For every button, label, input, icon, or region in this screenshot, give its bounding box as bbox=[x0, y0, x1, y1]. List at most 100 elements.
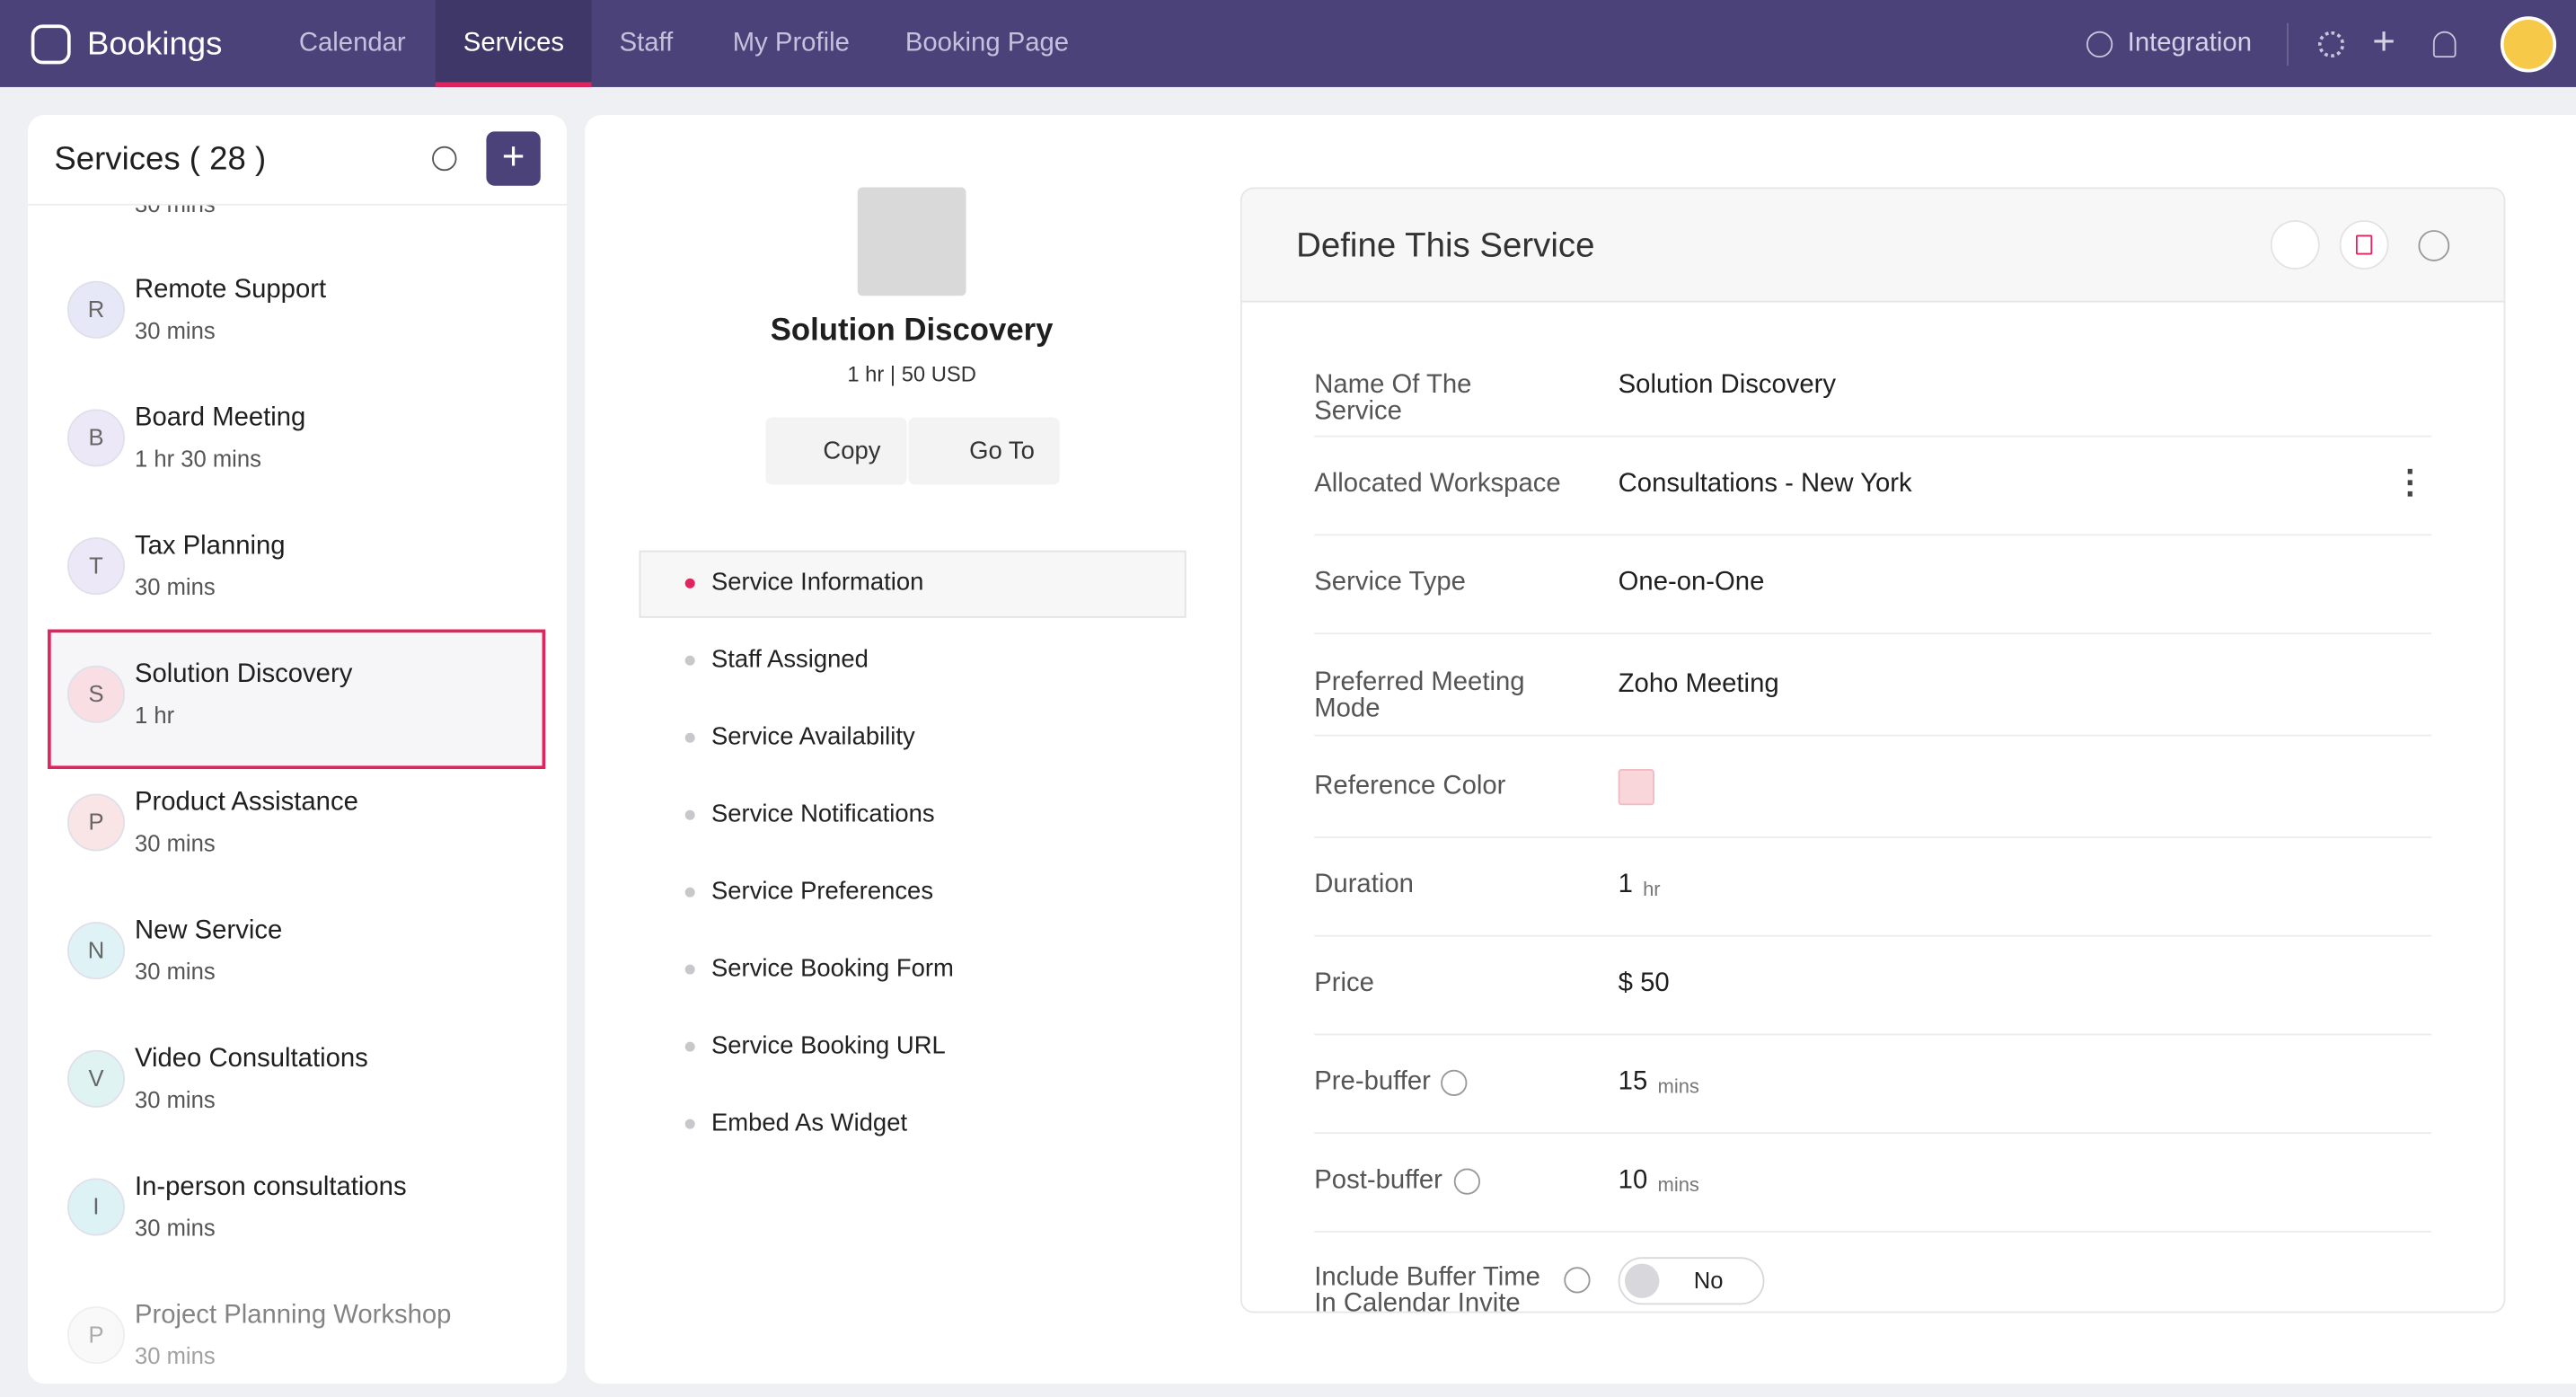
add-service-button[interactable]: + bbox=[486, 131, 541, 186]
field-unit: mins bbox=[1657, 1172, 1699, 1197]
menu-item[interactable]: Service Notifications bbox=[711, 800, 935, 828]
bell-icon[interactable] bbox=[2432, 31, 2457, 58]
divider bbox=[2287, 22, 2289, 66]
color-swatch[interactable] bbox=[1618, 769, 1654, 806]
define-title: Define This Service bbox=[1296, 226, 1595, 265]
field-value: 15 bbox=[1618, 1067, 1648, 1097]
service-duration: 30 mins bbox=[134, 573, 216, 600]
delete-button[interactable] bbox=[2339, 220, 2389, 270]
service-avatar: I bbox=[66, 1178, 126, 1236]
settings-icon[interactable] bbox=[2317, 31, 2345, 58]
service-item[interactable]: T Tax Planning 30 mins bbox=[28, 511, 567, 640]
menu-item[interactable]: Staff Assigned bbox=[711, 645, 869, 674]
service-name: New Service bbox=[134, 916, 283, 945]
service-duration: 1 hr 30 mins bbox=[134, 445, 261, 472]
service-duration: 1 hr bbox=[134, 702, 175, 729]
field-label: Include Buffer Time In Calendar Invite bbox=[1314, 1263, 1540, 1318]
nav-tab[interactable]: Services bbox=[463, 29, 565, 58]
row-divider bbox=[1314, 435, 2432, 438]
service-duration: 30 mins bbox=[134, 1086, 216, 1113]
avatar[interactable] bbox=[2500, 16, 2557, 73]
field-label: Duration bbox=[1314, 871, 1414, 899]
add-icon[interactable]: + bbox=[2372, 19, 2395, 65]
service-name: Solution Discovery bbox=[134, 660, 353, 689]
row-divider bbox=[1314, 734, 2432, 737]
menu-bullet bbox=[684, 732, 695, 743]
nav-tab[interactable]: Booking Page bbox=[904, 29, 1070, 58]
field-label: Name Of The Service bbox=[1314, 371, 1472, 426]
field-value: 1 bbox=[1618, 871, 1633, 899]
nav-tab[interactable]: Calendar bbox=[298, 29, 406, 58]
more-menu[interactable]: ⋮ bbox=[2393, 464, 2427, 501]
brand: Bookings bbox=[86, 26, 223, 63]
define-card bbox=[1239, 187, 2506, 1313]
service-item[interactable]: V Video Consultations 30 mins bbox=[28, 1024, 567, 1153]
service-item[interactable]: P Project Planning Workshop 30 mins bbox=[28, 1280, 567, 1384]
service-avatar: V bbox=[66, 1049, 126, 1108]
service-avatar: T bbox=[66, 537, 126, 596]
sidebar-title: Services ( 28 ) bbox=[54, 141, 267, 178]
service-avatar: R bbox=[66, 280, 126, 339]
delete-icon bbox=[2355, 234, 2373, 255]
field-label: Reference Color bbox=[1314, 772, 1506, 800]
service-avatar: S bbox=[66, 665, 126, 723]
service-item[interactable]: S Solution Discovery 1 hr bbox=[28, 640, 567, 768]
row-divider bbox=[1314, 1230, 2432, 1233]
menu-bullet bbox=[684, 887, 695, 897]
selected-outline bbox=[48, 629, 546, 770]
nav-tab[interactable]: Staff bbox=[619, 29, 674, 58]
goto-label: Go To bbox=[969, 437, 1035, 465]
menu-item[interactable]: Service Availability bbox=[711, 722, 915, 751]
integration-icon bbox=[2086, 31, 2113, 58]
service-duration: 30 mins bbox=[134, 829, 216, 856]
field-unit: mins bbox=[1657, 1074, 1699, 1098]
service-name: Solution Discovery bbox=[770, 314, 1054, 349]
menu-item[interactable]: Service Booking URL bbox=[711, 1031, 946, 1060]
toggle-knob bbox=[1624, 1263, 1660, 1298]
menu-item[interactable]: Service Preferences bbox=[711, 877, 934, 906]
field-value: Zoho Meeting bbox=[1618, 670, 1779, 699]
goto-button[interactable] bbox=[908, 417, 1060, 485]
service-name: Board Meeting bbox=[134, 403, 306, 433]
search-button[interactable] bbox=[432, 146, 457, 172]
service-item[interactable]: P Product Assistance 30 mins bbox=[28, 767, 567, 896]
service-item[interactable]: I In-person consultations 30 mins bbox=[28, 1152, 567, 1280]
menu-item[interactable]: Embed As Widget bbox=[711, 1109, 908, 1137]
partial-item: 30 mins bbox=[28, 206, 567, 222]
copy-label: Copy bbox=[823, 437, 881, 465]
field-label: Price bbox=[1314, 969, 1374, 998]
service-item[interactable]: R Remote Support 30 mins bbox=[28, 255, 567, 384]
service-duration: 30 mins bbox=[134, 1342, 216, 1369]
field-unit: hr bbox=[1643, 877, 1661, 901]
row-divider bbox=[1314, 836, 2432, 838]
menu-item[interactable]: Service Information bbox=[711, 568, 924, 597]
brand-icon bbox=[31, 24, 71, 65]
sidebar: Services ( 28 ) +30 mins R Remote Support 30… bbox=[28, 115, 568, 1384]
duplicate-button[interactable] bbox=[2270, 220, 2320, 270]
integration[interactable]: Integration bbox=[2127, 29, 2252, 58]
row-divider bbox=[1314, 534, 2432, 536]
service-name: In-person consultations bbox=[134, 1172, 407, 1202]
menu-bullet bbox=[684, 1041, 695, 1052]
service-duration: 30 mins bbox=[134, 1214, 216, 1241]
toggle[interactable] bbox=[1618, 1257, 1765, 1305]
nav-tab[interactable]: My Profile bbox=[732, 29, 850, 58]
info-icon bbox=[1453, 1168, 1481, 1195]
top-bar bbox=[0, 0, 2576, 87]
menu-bullet bbox=[684, 964, 695, 975]
copy-button[interactable] bbox=[765, 417, 907, 485]
service-item[interactable]: N New Service 30 mins bbox=[28, 896, 567, 1024]
service-meta: 1 hr | 50 USD bbox=[847, 361, 976, 386]
service-avatar: P bbox=[66, 1306, 126, 1365]
menu-item[interactable]: Service Booking Form bbox=[711, 954, 954, 983]
row-divider bbox=[1314, 632, 2432, 635]
menu-bullet bbox=[684, 578, 695, 588]
menu-bullet bbox=[684, 1118, 695, 1129]
help-button[interactable] bbox=[2418, 230, 2450, 261]
field-label: Allocated Workspace bbox=[1314, 470, 1561, 499]
service-name: Video Consultations bbox=[134, 1045, 368, 1074]
service-avatar: B bbox=[66, 409, 126, 467]
service-item[interactable]: B Board Meeting 1 hr 30 mins bbox=[28, 383, 567, 511]
field-value: One-on-One bbox=[1618, 568, 1765, 597]
